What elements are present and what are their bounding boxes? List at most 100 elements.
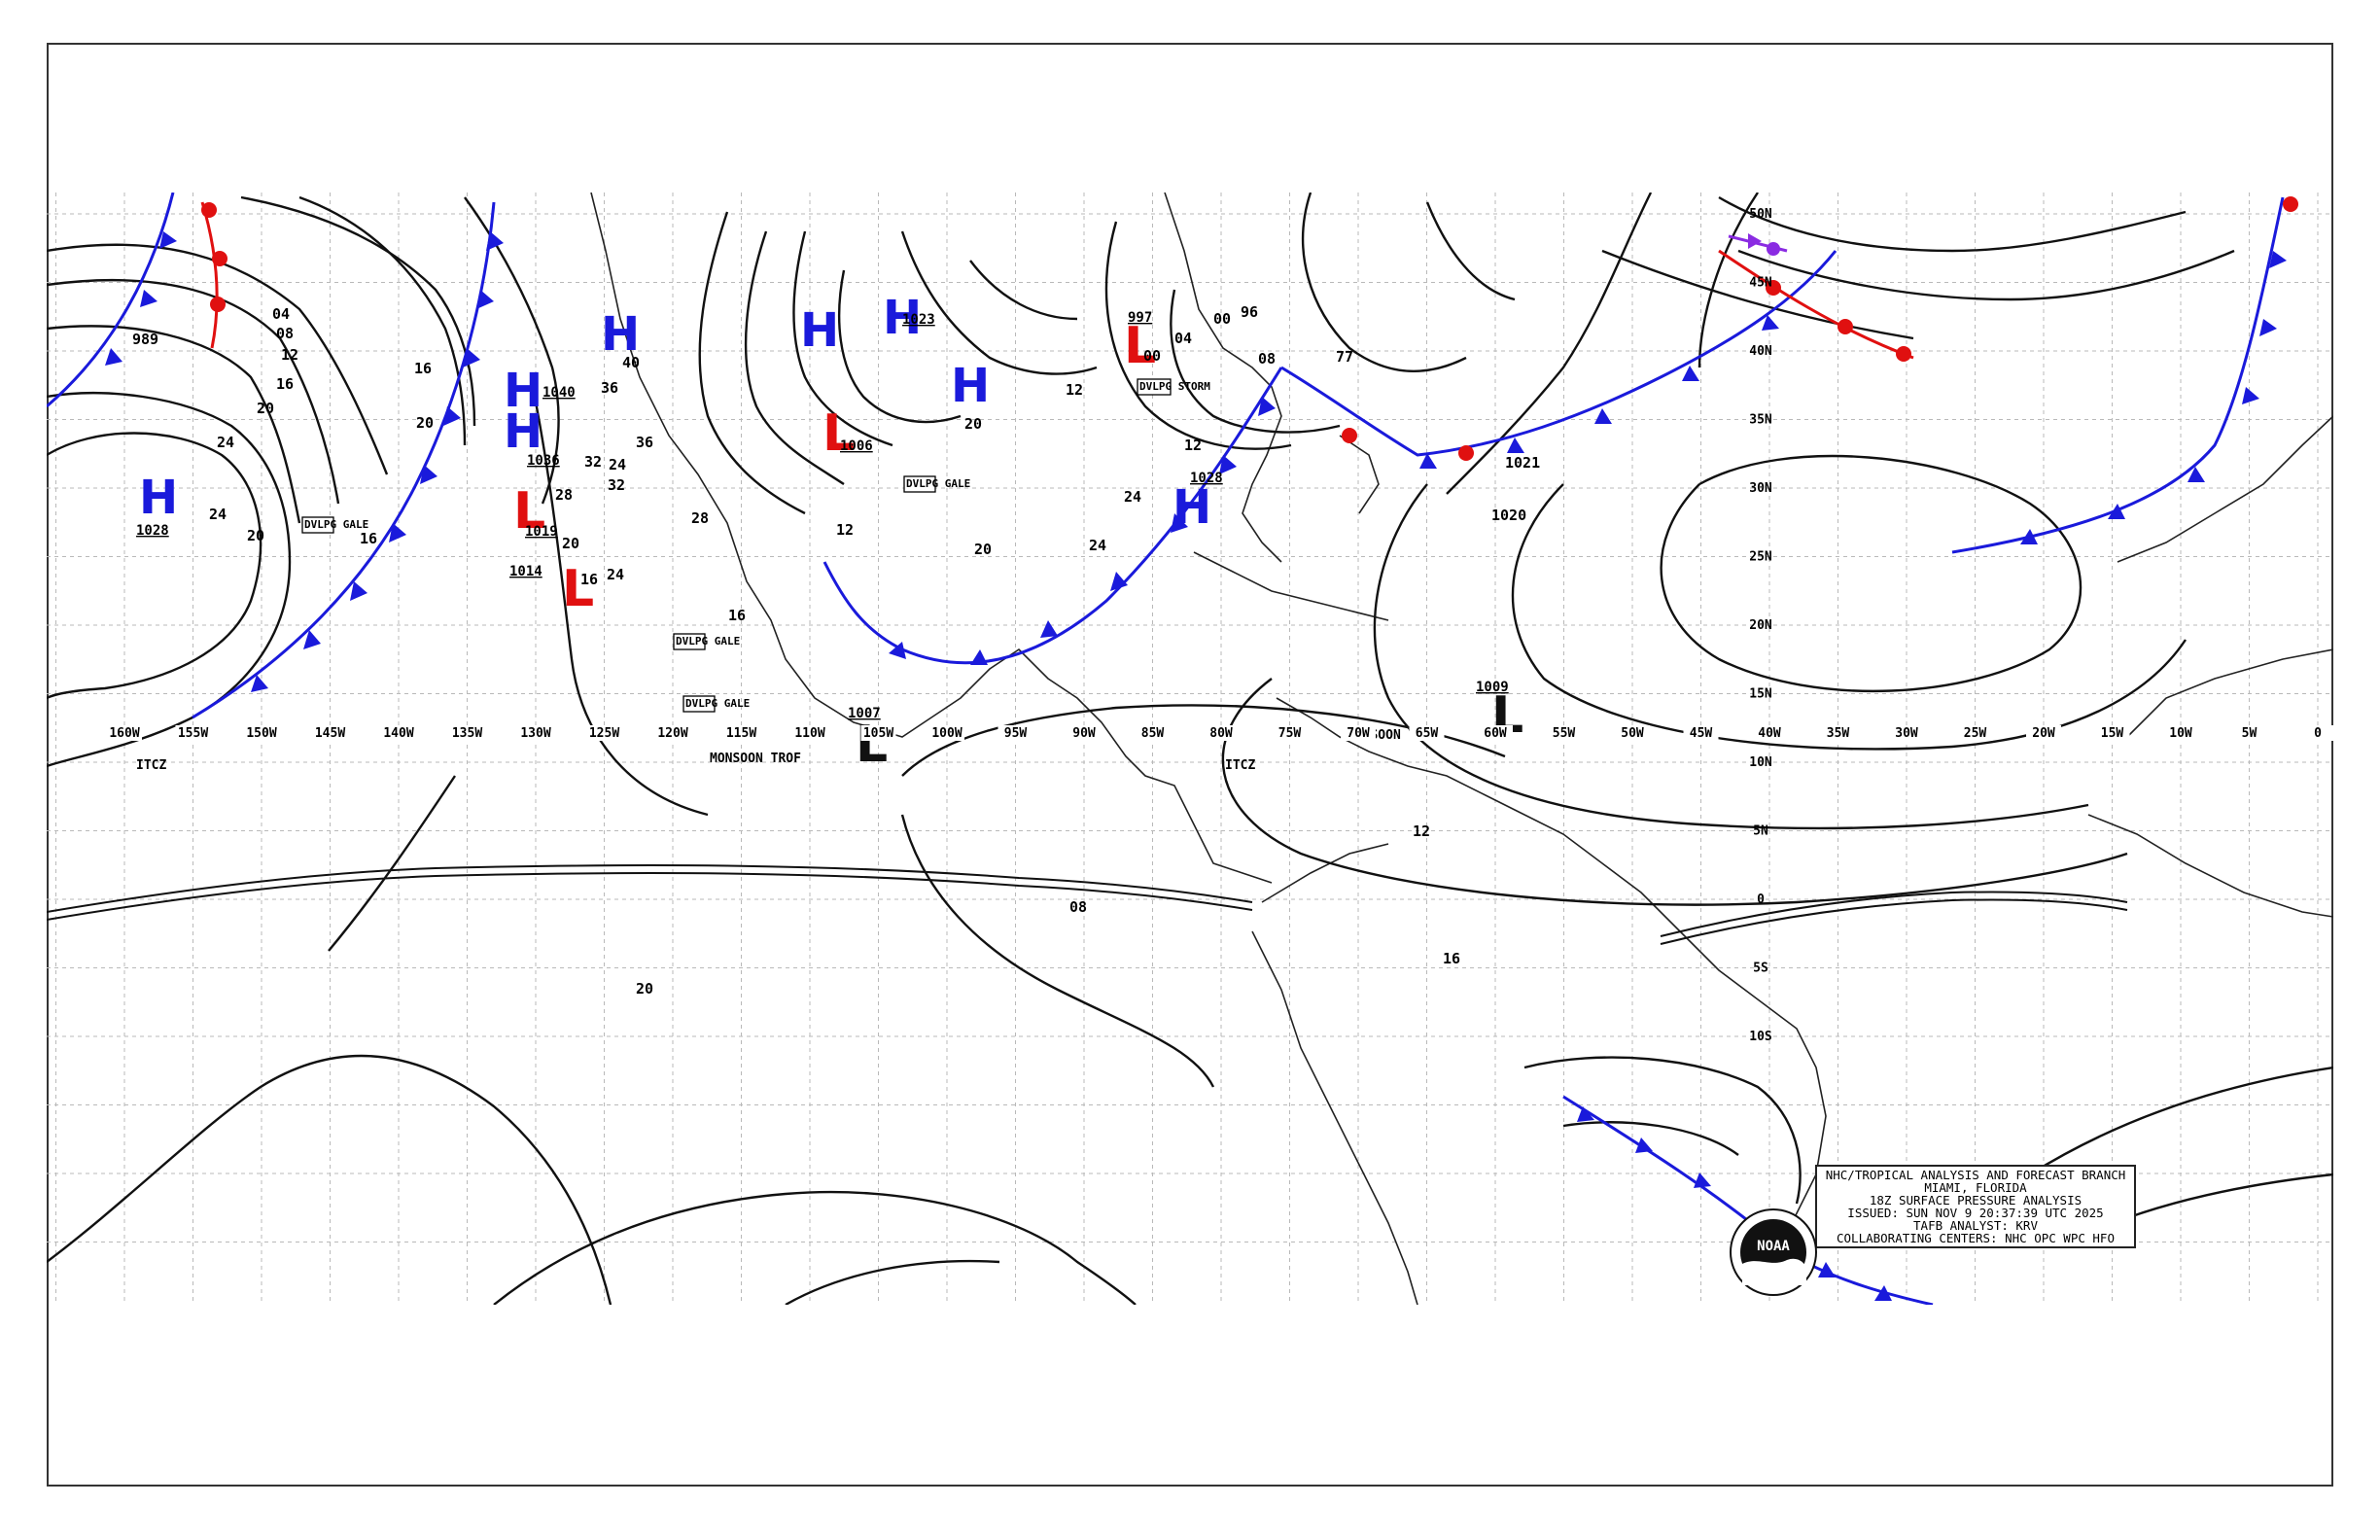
dvlpg-storm-label: DVLPG STORM xyxy=(1137,378,1210,396)
svg-text:20: 20 xyxy=(562,535,579,552)
longitude-label: 20W xyxy=(2032,726,2055,741)
high-center-symbol: H xyxy=(139,471,178,525)
high-center-symbol: H xyxy=(504,364,542,418)
longitude-label-bg xyxy=(2026,725,2061,741)
longitude-label-bg xyxy=(1615,725,1650,741)
latitude-label: 35N xyxy=(1749,413,1772,428)
longitude-label: 135W xyxy=(452,726,482,741)
info-product: 18Z SURFACE PRESSURE ANALYSIS xyxy=(1869,1193,2082,1208)
latitude-label: 45N xyxy=(1749,276,1772,291)
isobar-labels: 04 08 12 16 20 24 24 20 16 16 20 24 28 3… xyxy=(132,303,1540,998)
high-center-symbol: H xyxy=(883,291,922,345)
svg-text:24: 24 xyxy=(217,434,234,451)
longitude-label-bg xyxy=(929,725,964,741)
longitude-label: 85W xyxy=(1141,726,1165,741)
monsoon-trough-label: MONSOON TROF xyxy=(710,752,801,766)
svg-text:12: 12 xyxy=(1184,437,1202,454)
svg-text:24: 24 xyxy=(1089,537,1106,554)
info-analyst: TAFB ANALYST: KRV xyxy=(1913,1218,2038,1233)
svg-text:NOAA: NOAA xyxy=(1757,1239,1790,1254)
longitude-label: 25W xyxy=(1964,726,1987,741)
longitude-label-bg xyxy=(586,725,622,741)
svg-text:12: 12 xyxy=(1066,381,1083,399)
svg-text:DVLPG GALE: DVLPG GALE xyxy=(304,518,368,531)
latitude-label: 40N xyxy=(1749,344,1772,359)
longitude-label: 120W xyxy=(657,726,687,741)
longitude-label: 80W xyxy=(1209,726,1233,741)
svg-text:08: 08 xyxy=(1069,898,1087,916)
svg-text:20: 20 xyxy=(247,527,264,544)
pressure-value: 1028 xyxy=(1190,471,1223,486)
dvlpg-gale-pacific: DVLPG GALE xyxy=(301,516,368,534)
latitude-labels: 50N 45N 40N 35N 30N 25N 20N 15N 10N 5N 0 5S 10S xyxy=(1749,207,1772,1044)
isobars xyxy=(47,192,2333,1305)
pressure-value: 1040 xyxy=(542,385,576,401)
latitude-label: 10N xyxy=(1749,755,1772,770)
svg-text:DVLPG GALE: DVLPG GALE xyxy=(685,697,750,710)
high-center-symbol: H xyxy=(504,404,542,459)
svg-text:20: 20 xyxy=(974,541,992,558)
longitude-label-bg xyxy=(175,725,211,741)
longitude-label: 0 xyxy=(2314,726,2322,741)
dvlpg-gale-gulf: DVLPG GALE xyxy=(673,633,740,650)
svg-text:08: 08 xyxy=(276,325,294,342)
longitude-label: 5W xyxy=(2242,726,2258,741)
longitude-label-bg xyxy=(792,725,827,741)
longitude-label: 45W xyxy=(1690,726,1713,741)
longitude-label-bg xyxy=(1683,725,1719,741)
longitude-label-bg xyxy=(1546,725,1582,741)
surface-analysis-map: H H H H H H H H L L L L L L 1028 1040 10… xyxy=(47,192,2333,1305)
longitude-label-bg xyxy=(1135,725,1171,741)
pressure-value: 1006 xyxy=(840,438,873,454)
svg-text:04: 04 xyxy=(272,305,290,323)
noaa-logo: NOAA xyxy=(1730,1208,1817,1296)
svg-text:20: 20 xyxy=(636,980,653,998)
svg-text:32: 32 xyxy=(584,453,602,471)
longitude-label: 155W xyxy=(178,726,208,741)
lat-lon-grid xyxy=(47,192,2333,1305)
svg-text:40: 40 xyxy=(622,354,640,371)
svg-text:989: 989 xyxy=(132,331,158,348)
svg-text:96: 96 xyxy=(1241,303,1258,321)
longitude-label-bg xyxy=(2094,725,2130,741)
info-issued: ISSUED: SUN NOV 9 20:37:39 UTC 2025 xyxy=(1847,1206,2104,1220)
low-center-symbol: L xyxy=(513,482,545,541)
svg-text:1021: 1021 xyxy=(1505,454,1540,472)
longitude-label: 60W xyxy=(1484,726,1507,741)
pressure-values: 1028 1040 1036 1023 1028 1019 1014 1006 … xyxy=(136,310,1509,721)
svg-text:24: 24 xyxy=(609,456,626,473)
svg-text:00: 00 xyxy=(1213,310,1231,328)
longitude-label: 40W xyxy=(1758,726,1781,741)
longitude-label: 15W xyxy=(2101,726,2124,741)
latitude-label: 5N xyxy=(1753,824,1768,839)
longitude-label: 150W xyxy=(246,726,276,741)
cold-front-northwest xyxy=(47,192,228,408)
pressure-value: 1007 xyxy=(848,706,881,721)
longitude-label: 90W xyxy=(1072,726,1096,741)
longitude-labels: 160W 155W 150W 145W 140W 135W 130W 125W 120W 115W… xyxy=(107,725,2333,741)
pressure-value: 997 xyxy=(1128,310,1152,326)
svg-text:36: 36 xyxy=(636,434,653,451)
longitude-label: 75W xyxy=(1278,726,1302,741)
svg-text:04: 04 xyxy=(1174,330,1192,347)
svg-text:DVLPG STORM: DVLPG STORM xyxy=(1139,380,1210,393)
longitude-label-bg xyxy=(1478,725,1513,741)
pressure-value: 1009 xyxy=(1476,680,1509,695)
pressure-value: 1036 xyxy=(527,453,560,469)
svg-text:1020: 1020 xyxy=(1491,507,1526,524)
svg-text:20: 20 xyxy=(416,414,434,432)
svg-text:16: 16 xyxy=(728,607,746,624)
longitude-label: 125W xyxy=(589,726,619,741)
itcz-label: ITCZ xyxy=(1225,758,1255,773)
longitude-label-bg xyxy=(1957,725,1993,741)
longitude-label-bg xyxy=(723,725,759,741)
longitude-label: 130W xyxy=(520,726,550,741)
svg-text:12: 12 xyxy=(281,346,298,364)
latitude-label: 30N xyxy=(1749,481,1772,496)
svg-text:32: 32 xyxy=(608,476,625,494)
longitude-label-bg xyxy=(381,725,416,741)
cold-front-pacific xyxy=(192,201,504,719)
svg-text:28: 28 xyxy=(691,509,709,527)
longitude-label: 110W xyxy=(794,726,824,741)
high-center-symbol: H xyxy=(951,359,990,413)
